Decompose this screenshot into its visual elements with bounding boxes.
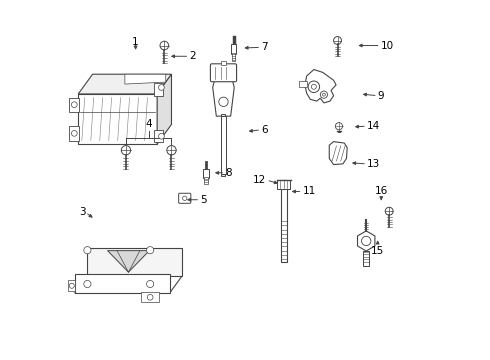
Circle shape: [84, 247, 91, 254]
PathPatch shape: [305, 69, 336, 103]
Polygon shape: [358, 231, 375, 251]
Bar: [299, 81, 307, 87]
Bar: [221, 61, 226, 65]
Text: 1: 1: [132, 37, 139, 47]
Text: 11: 11: [302, 186, 316, 197]
Bar: [203, 168, 209, 178]
Circle shape: [72, 131, 77, 136]
Polygon shape: [74, 276, 182, 293]
Circle shape: [84, 280, 91, 288]
Text: 6: 6: [261, 125, 268, 135]
Bar: [68, 280, 75, 291]
Polygon shape: [107, 251, 149, 272]
Bar: [153, 83, 163, 96]
Bar: [280, 180, 287, 262]
Circle shape: [147, 247, 154, 254]
Bar: [141, 292, 159, 302]
Bar: [153, 130, 163, 142]
Circle shape: [69, 283, 74, 288]
Circle shape: [159, 134, 164, 139]
Circle shape: [160, 41, 169, 50]
Circle shape: [147, 280, 154, 288]
Polygon shape: [213, 80, 234, 116]
Text: 12: 12: [253, 175, 267, 185]
Bar: [364, 251, 369, 266]
Bar: [277, 180, 290, 189]
Circle shape: [322, 93, 325, 96]
Text: 2: 2: [190, 51, 196, 61]
Bar: [69, 98, 79, 112]
Circle shape: [362, 236, 371, 246]
Circle shape: [72, 102, 77, 108]
Text: 3: 3: [79, 207, 85, 217]
Polygon shape: [87, 248, 182, 276]
Text: 5: 5: [200, 195, 207, 205]
Bar: [231, 44, 236, 54]
Circle shape: [335, 123, 343, 130]
Text: 15: 15: [371, 246, 384, 256]
Circle shape: [219, 97, 228, 107]
Circle shape: [311, 84, 317, 89]
Circle shape: [334, 37, 342, 44]
Text: 7: 7: [261, 42, 268, 52]
Polygon shape: [125, 74, 166, 84]
Circle shape: [183, 196, 187, 201]
Polygon shape: [78, 94, 157, 144]
Bar: [204, 177, 208, 184]
Polygon shape: [74, 274, 170, 293]
Bar: [232, 53, 235, 61]
Polygon shape: [157, 74, 171, 144]
Circle shape: [320, 91, 327, 98]
Text: 14: 14: [367, 121, 380, 131]
Bar: [69, 126, 79, 140]
Text: 8: 8: [225, 168, 232, 178]
Text: 13: 13: [367, 159, 380, 169]
Bar: [220, 116, 226, 174]
Circle shape: [147, 294, 153, 300]
Circle shape: [385, 207, 393, 215]
Circle shape: [308, 81, 319, 93]
Text: 10: 10: [381, 41, 393, 50]
Polygon shape: [78, 74, 172, 94]
FancyBboxPatch shape: [179, 193, 191, 203]
FancyBboxPatch shape: [210, 64, 237, 82]
Circle shape: [159, 85, 164, 90]
Polygon shape: [329, 141, 347, 165]
Circle shape: [122, 145, 131, 155]
Text: 4: 4: [146, 119, 152, 129]
Text: 16: 16: [375, 186, 388, 196]
Circle shape: [167, 145, 176, 155]
Text: 9: 9: [378, 91, 384, 101]
